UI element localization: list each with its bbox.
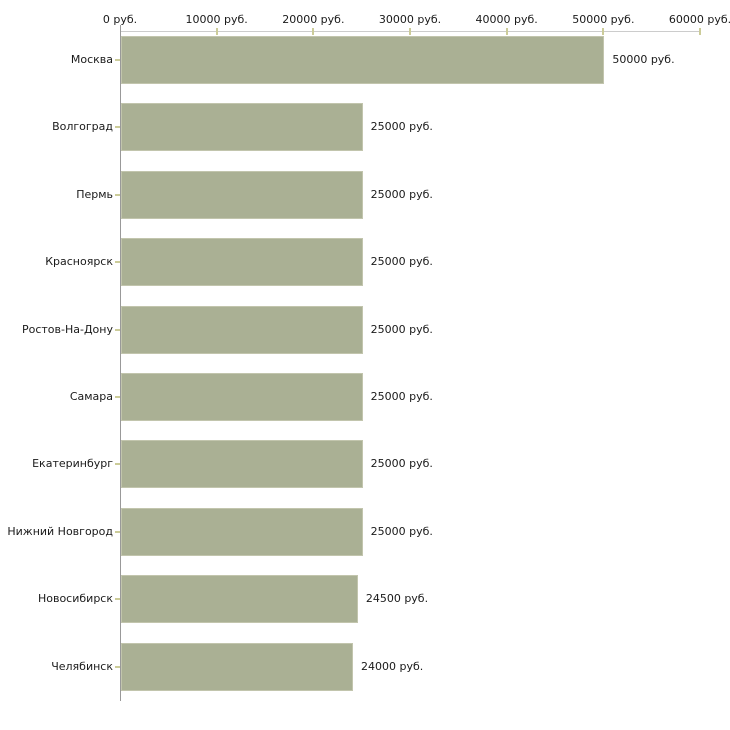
x-axis-tick-label: 0 руб.	[102, 13, 138, 26]
bar	[121, 440, 363, 489]
category-label: Волгоград	[52, 120, 113, 134]
bar	[121, 575, 358, 624]
value-label: 25000 руб.	[370, 255, 433, 269]
bar	[121, 507, 363, 556]
category-label: Челябинск	[51, 659, 113, 673]
value-label: 25000 руб.	[370, 457, 433, 471]
x-axis-tick-mark	[409, 28, 411, 35]
bar	[121, 238, 363, 287]
bar	[121, 103, 363, 152]
x-axis-tick-label: 50000 руб.	[572, 13, 635, 26]
x-axis-tick-mark	[505, 28, 508, 35]
category-tick-mark	[115, 126, 120, 129]
x-axis-tick-label: 30000 руб.	[378, 13, 442, 26]
x-axis-tick-label: 20000 руб.	[282, 13, 345, 26]
category-label: Новосибирск	[37, 592, 113, 606]
category-tick-mark	[115, 396, 120, 398]
x-axis-tick-label: 10000 руб.	[185, 13, 248, 26]
value-label: 25000 руб.	[370, 120, 433, 134]
bar	[121, 305, 363, 354]
category-tick-mark	[115, 665, 120, 668]
x-axis-tick-mark	[312, 28, 315, 35]
value-label: 25000 руб.	[370, 390, 433, 403]
category-tick-mark	[115, 261, 120, 264]
category-tick-mark	[115, 193, 120, 196]
category-tick-mark	[115, 598, 120, 601]
category-label: Красноярск	[45, 255, 113, 269]
category-label: Екатеринбург	[32, 457, 113, 471]
category-tick-mark	[115, 530, 120, 533]
value-label: 24000 руб.	[361, 659, 424, 673]
category-label: Ростов-На-Дону	[21, 322, 113, 336]
bar	[121, 642, 353, 691]
x-axis-tick-mark	[699, 28, 701, 35]
value-label: 24500 руб.	[365, 592, 429, 606]
category-tick-mark	[115, 59, 120, 61]
value-label: 25000 руб.	[370, 187, 433, 201]
bar	[121, 170, 363, 219]
value-label: 25000 руб.	[370, 524, 433, 538]
value-label: 50000 руб.	[612, 53, 675, 66]
category-label: Самара	[69, 390, 113, 403]
category-label: Пермь	[76, 187, 113, 201]
x-axis-tick-label: 60000 руб.	[668, 13, 730, 26]
bar	[121, 36, 605, 84]
y-axis-line	[120, 25, 121, 701]
x-axis-tick-mark	[602, 28, 605, 35]
x-axis-tick-mark	[215, 28, 218, 35]
category-tick-mark	[115, 328, 120, 331]
category-tick-mark	[115, 463, 120, 466]
x-axis-tick-label: 40000 руб.	[475, 13, 538, 26]
category-label: Нижний Новгород	[7, 524, 113, 538]
category-label: Москва	[70, 53, 113, 66]
bar	[121, 373, 363, 421]
value-label: 25000 руб.	[370, 322, 433, 336]
